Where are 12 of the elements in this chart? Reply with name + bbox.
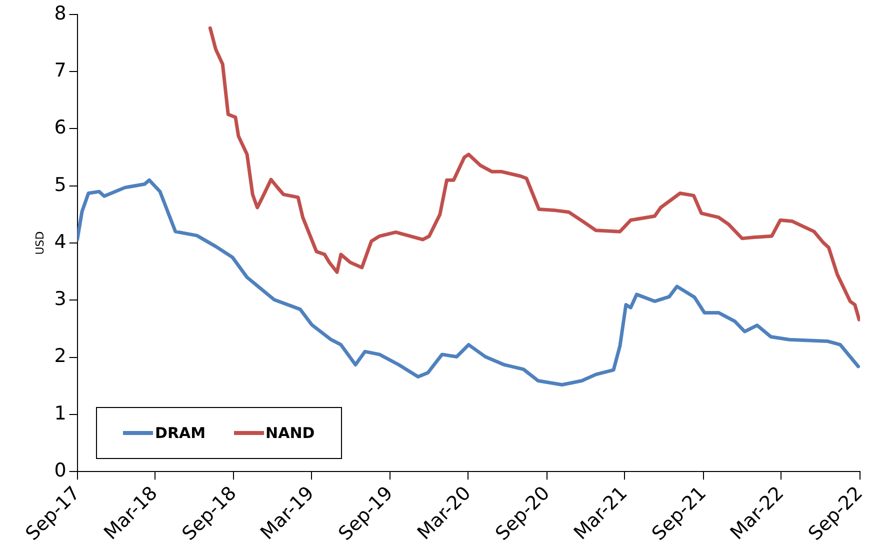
y-tick-label: 4	[54, 230, 66, 253]
y-tick-label: 8	[54, 2, 66, 24]
y-tick-label: 3	[54, 288, 66, 310]
y-tick-label: 5	[54, 174, 66, 196]
legend-label: DRAM	[155, 424, 206, 442]
y-tick-label: 1	[54, 402, 66, 424]
y-tick-label: 2	[54, 345, 66, 368]
y-tick-label: 6	[54, 116, 66, 139]
y-tick-label: 0	[54, 460, 66, 482]
y-tick-label: 7	[54, 59, 66, 82]
y-axis-title: USD	[33, 231, 46, 255]
legend-label: NAND	[266, 424, 315, 442]
